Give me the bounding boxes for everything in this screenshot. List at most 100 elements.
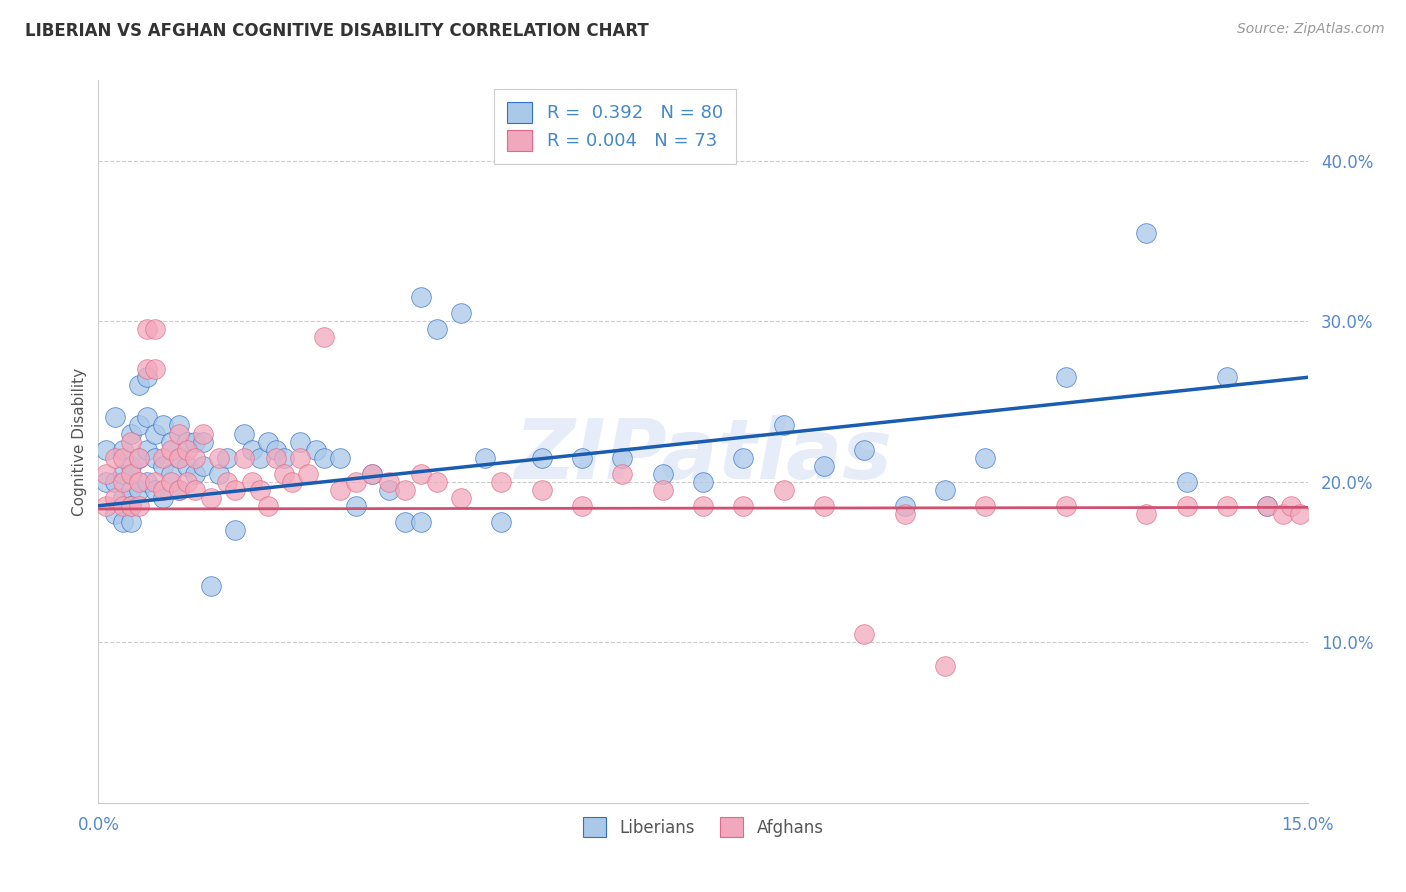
Point xyxy=(273,467,295,481)
Point xyxy=(1256,499,1278,513)
Point xyxy=(249,450,271,465)
Point xyxy=(160,434,183,449)
Point xyxy=(474,450,496,465)
Point xyxy=(1288,507,1310,521)
Point xyxy=(103,491,125,505)
Point xyxy=(184,483,207,497)
Point xyxy=(135,475,157,489)
Point xyxy=(152,491,174,505)
Point xyxy=(176,475,198,489)
Point xyxy=(111,450,134,465)
Point xyxy=(297,467,319,481)
Point xyxy=(491,475,513,489)
Point xyxy=(103,410,125,425)
Point xyxy=(314,330,336,344)
Point xyxy=(176,434,198,449)
Point xyxy=(217,475,239,489)
Point xyxy=(692,475,714,489)
Point xyxy=(377,483,399,497)
Point xyxy=(530,450,553,465)
Point xyxy=(772,418,794,433)
Point xyxy=(571,499,593,513)
Point xyxy=(200,491,222,505)
Point xyxy=(103,475,125,489)
Point xyxy=(143,483,166,497)
Text: LIBERIAN VS AFGHAN COGNITIVE DISABILITY CORRELATION CHART: LIBERIAN VS AFGHAN COGNITIVE DISABILITY … xyxy=(25,22,650,40)
Point xyxy=(135,322,157,336)
Point xyxy=(232,450,254,465)
Point xyxy=(426,475,449,489)
Point xyxy=(208,467,231,481)
Point xyxy=(409,515,432,529)
Point xyxy=(96,499,118,513)
Point xyxy=(772,483,794,497)
Point xyxy=(103,450,125,465)
Point xyxy=(143,322,166,336)
Point xyxy=(394,515,416,529)
Point xyxy=(491,515,513,529)
Point xyxy=(361,467,384,481)
Point xyxy=(329,450,352,465)
Point xyxy=(128,450,150,465)
Point xyxy=(111,499,134,513)
Point xyxy=(111,467,134,481)
Point xyxy=(1216,370,1239,384)
Point xyxy=(934,659,956,673)
Point xyxy=(160,475,183,489)
Point xyxy=(152,450,174,465)
Point xyxy=(143,426,166,441)
Point xyxy=(217,450,239,465)
Point xyxy=(1135,507,1157,521)
Point xyxy=(111,442,134,457)
Point xyxy=(256,499,278,513)
Point xyxy=(120,458,142,473)
Point xyxy=(111,475,134,489)
Point xyxy=(450,306,472,320)
Point xyxy=(249,483,271,497)
Point xyxy=(329,483,352,497)
Point xyxy=(152,483,174,497)
Point xyxy=(193,426,215,441)
Point xyxy=(281,475,304,489)
Point xyxy=(135,370,157,384)
Point xyxy=(128,418,150,433)
Point xyxy=(224,483,246,497)
Point xyxy=(128,450,150,465)
Point xyxy=(853,627,876,641)
Point xyxy=(651,467,673,481)
Point xyxy=(612,467,634,481)
Point xyxy=(394,483,416,497)
Point xyxy=(893,507,915,521)
Point xyxy=(96,442,118,457)
Point xyxy=(120,426,142,441)
Point xyxy=(893,499,915,513)
Point xyxy=(934,483,956,497)
Point xyxy=(167,483,190,497)
Point xyxy=(103,507,125,521)
Point xyxy=(974,450,997,465)
Point xyxy=(1054,370,1077,384)
Point xyxy=(305,442,328,457)
Point xyxy=(361,467,384,481)
Point xyxy=(167,450,190,465)
Point xyxy=(264,442,287,457)
Point xyxy=(143,450,166,465)
Point xyxy=(1256,499,1278,513)
Point xyxy=(651,483,673,497)
Point xyxy=(288,450,311,465)
Point xyxy=(128,378,150,392)
Point xyxy=(733,499,755,513)
Point xyxy=(1054,499,1077,513)
Point xyxy=(135,410,157,425)
Point xyxy=(571,450,593,465)
Point xyxy=(120,434,142,449)
Point xyxy=(344,475,367,489)
Point xyxy=(167,450,190,465)
Point xyxy=(152,418,174,433)
Point xyxy=(240,442,263,457)
Point xyxy=(208,450,231,465)
Text: Source: ZipAtlas.com: Source: ZipAtlas.com xyxy=(1237,22,1385,37)
Point xyxy=(256,434,278,449)
Point xyxy=(240,475,263,489)
Point xyxy=(409,467,432,481)
